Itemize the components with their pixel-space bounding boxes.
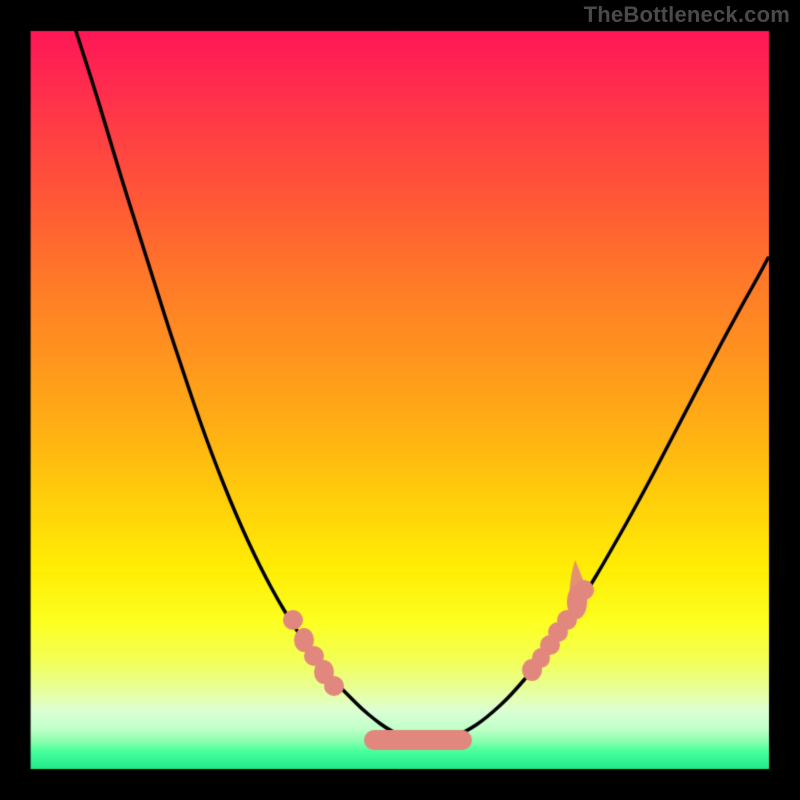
- chart-stage: TheBottleneck.com: [0, 0, 800, 800]
- watermark-text: TheBottleneck.com: [584, 2, 790, 28]
- bottleneck-chart-canvas: [0, 0, 800, 800]
